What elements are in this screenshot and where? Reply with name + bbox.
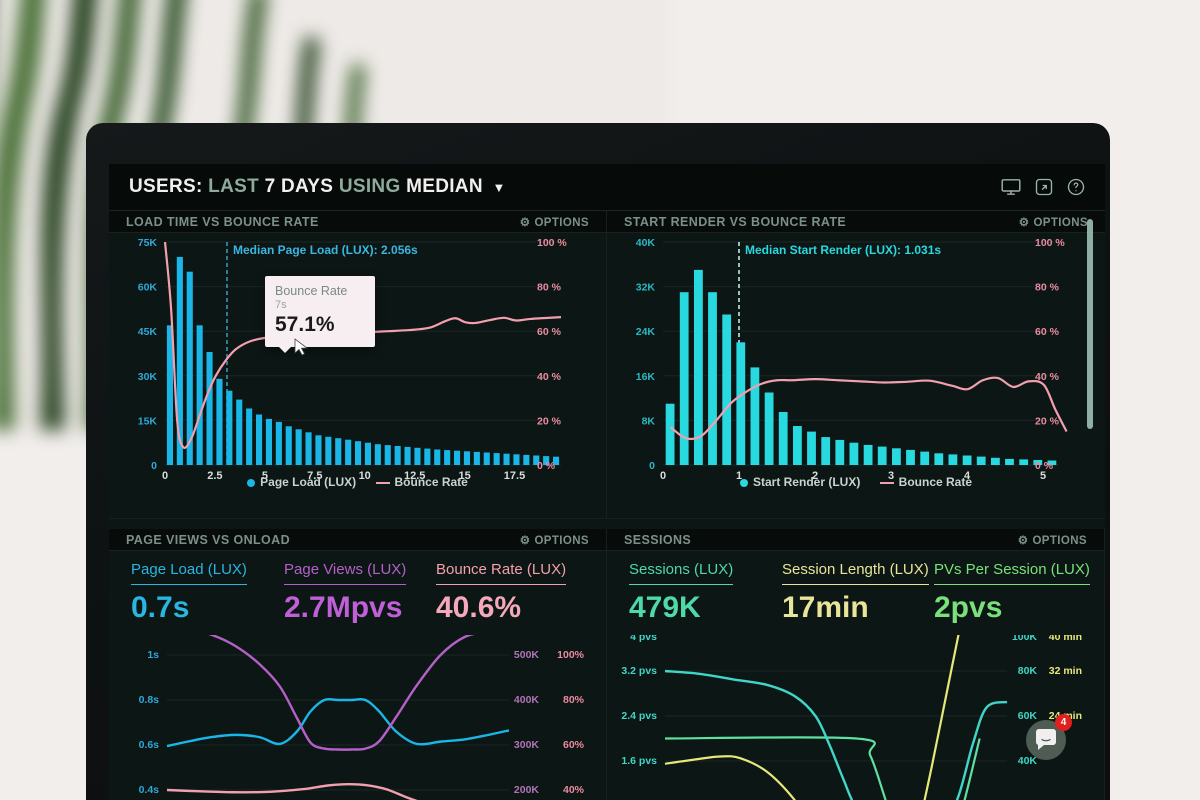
svg-text:75K: 75K [138, 237, 158, 249]
svg-text:1.6 pvs: 1.6 pvs [621, 755, 657, 767]
svg-text:100 %: 100 % [1035, 237, 1065, 249]
svg-text:0 %: 0 % [537, 460, 556, 472]
svg-text:60%: 60% [563, 739, 585, 751]
svg-text:0: 0 [151, 460, 157, 472]
svg-text:0.6s: 0.6s [139, 739, 160, 751]
svg-text:80 %: 80 % [1035, 282, 1060, 294]
svg-text:40 %: 40 % [1035, 371, 1060, 383]
svg-text:1s: 1s [147, 649, 159, 661]
svg-text:8K: 8K [642, 415, 656, 427]
svg-text:80K: 80K [1018, 665, 1038, 677]
svg-text:3.2 pvs: 3.2 pvs [621, 665, 657, 677]
svg-text:0.8s: 0.8s [139, 694, 160, 706]
svg-text:20 %: 20 % [1035, 415, 1060, 427]
svg-text:40 min: 40 min [1049, 635, 1082, 643]
svg-text:0.4s: 0.4s [139, 784, 160, 796]
svg-text:4 pvs: 4 pvs [630, 635, 657, 643]
svg-text:200K: 200K [514, 784, 540, 796]
svg-text:32 min: 32 min [1049, 665, 1082, 677]
svg-text:300K: 300K [514, 739, 540, 751]
svg-text:60K: 60K [1018, 710, 1038, 722]
svg-text:40%: 40% [563, 784, 585, 796]
svg-text:Median Page Load (LUX): 2.056s: Median Page Load (LUX): 2.056s [233, 243, 418, 257]
svg-text:15K: 15K [138, 415, 158, 427]
svg-text:80 %: 80 % [537, 282, 562, 294]
svg-text:500K: 500K [514, 649, 540, 661]
svg-text:60 %: 60 % [1035, 326, 1060, 338]
svg-text:100%: 100% [557, 649, 585, 661]
svg-text:100K: 100K [1012, 635, 1038, 643]
svg-text:45K: 45K [138, 326, 158, 338]
svg-text:2.4 pvs: 2.4 pvs [621, 710, 657, 722]
svg-text:400K: 400K [514, 694, 540, 706]
svg-text:32K: 32K [636, 282, 656, 294]
svg-text:80%: 80% [563, 694, 585, 706]
svg-text:16K: 16K [636, 371, 656, 383]
svg-text:0: 0 [649, 460, 655, 472]
svg-text:Median Start Render (LUX): 1.0: Median Start Render (LUX): 1.031s [745, 243, 941, 257]
svg-text:40K: 40K [636, 237, 656, 249]
svg-text:30K: 30K [138, 371, 158, 383]
svg-text:60K: 60K [138, 282, 158, 294]
svg-text:60 %: 60 % [537, 326, 562, 338]
svg-text:20 %: 20 % [537, 415, 562, 427]
svg-text:24K: 24K [636, 326, 656, 338]
svg-text:40 %: 40 % [537, 371, 562, 383]
svg-text:100 %: 100 % [537, 237, 567, 249]
